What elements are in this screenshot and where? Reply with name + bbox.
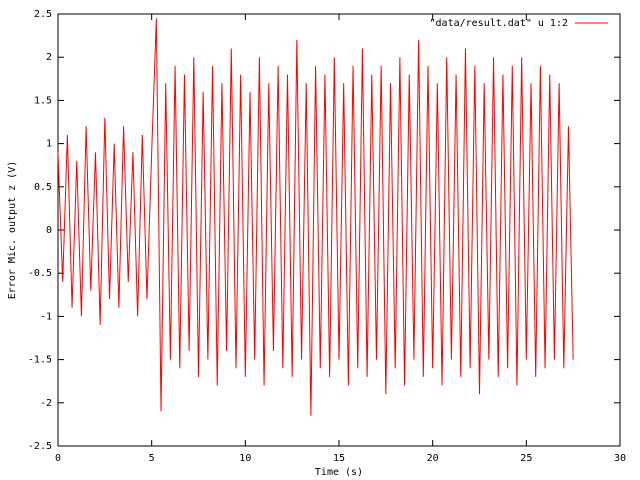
x-tick-label: 15 [333, 453, 345, 464]
data-line [57, 18, 574, 416]
legend-label: "data/result.dat" u 1:2 [430, 18, 568, 29]
y-tick-label: 0.5 [34, 182, 52, 193]
y-tick-label: 1.5 [34, 95, 52, 106]
y-tick-label: -2 [40, 398, 52, 409]
x-tick-label: 5 [149, 453, 155, 464]
y-tick-label: 2 [46, 52, 52, 63]
y-tick-label: 1 [46, 139, 52, 150]
y-tick-label: 0 [46, 225, 52, 236]
y-tick-label: -2.5 [28, 441, 52, 452]
y-axis-label: Error Mic. output z (V) [7, 161, 18, 299]
x-axis-label: Time (s) [315, 467, 363, 478]
plot-frame [57, 13, 621, 447]
x-tick-label: 30 [614, 453, 626, 464]
x-tick-label: 10 [239, 453, 251, 464]
x-tick-label: 0 [55, 453, 61, 464]
x-tick-label: 20 [427, 453, 439, 464]
y-tick-label: -1.5 [28, 355, 52, 366]
y-tick-label: -1 [40, 311, 52, 322]
y-tick-label: 2.5 [34, 9, 52, 20]
y-tick-label: -0.5 [28, 268, 52, 279]
x-tick-label: 25 [520, 453, 532, 464]
